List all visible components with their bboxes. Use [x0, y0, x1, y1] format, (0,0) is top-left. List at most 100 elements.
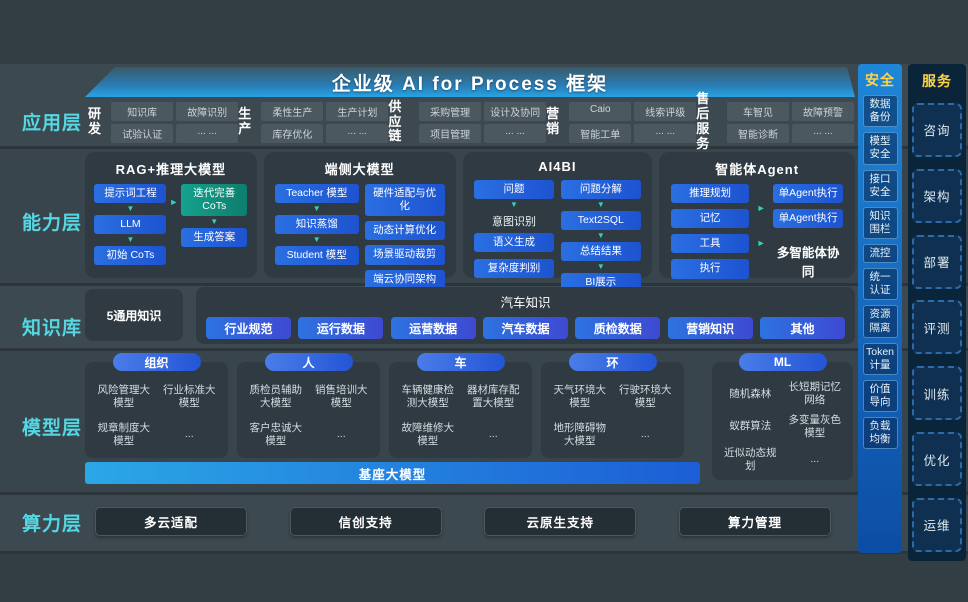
flow-node: 场景驱动裁剪	[364, 245, 445, 265]
app-chip: 故障识别	[176, 101, 239, 121]
app-chip: 项目管理	[419, 123, 482, 143]
box-title: RAG+推理大模型	[115, 162, 227, 177]
divider	[0, 551, 968, 554]
app-chip: 设计及协同	[484, 101, 547, 121]
app-chip: 采购管理	[419, 101, 482, 121]
model-group-organization: 组织 风险管理大模型 行业标准大模型 规章制度大模型 ...	[85, 353, 228, 458]
services-column: 服务 咨询 架构 部署 评测 训练 优化 运维	[908, 64, 966, 561]
flow-node: 意图识别	[491, 216, 536, 229]
flow-node: Teacher 模型	[274, 184, 359, 204]
box-title: 端侧大模型	[324, 162, 395, 177]
app-chip: 库存优化	[261, 123, 324, 143]
model-item: ...	[336, 428, 346, 441]
flow-node: LLM	[94, 215, 167, 235]
knowledge-domain-title: 汽车知识	[500, 296, 551, 310]
box-title: AI4BI	[538, 159, 577, 174]
model-group-environment: 环 天气环境大模型 行驶环境大模型 地形障碍物大模型 ...	[541, 353, 684, 458]
security-item: 价值导向	[862, 379, 898, 413]
model-item: ...	[640, 428, 650, 441]
app-chip: 柔性生产	[261, 101, 324, 121]
arrow-down-icon: ▼	[210, 217, 219, 227]
model-item: 多变量灰色模型	[788, 413, 842, 439]
flow-node: 知识蒸馏	[274, 215, 359, 235]
service-item: 咨询	[912, 102, 962, 157]
app-chip: 试验认证	[111, 123, 174, 143]
banner: 企业级 AI for Process 框架	[85, 67, 855, 97]
capability-box-rag: RAG+推理大模型 提示词工程 ▼ LLM ▼ 初始 CoTs ► 迭代完善Co…	[85, 152, 257, 278]
model-item: 客户忠诚大模型	[249, 421, 303, 447]
model-layer: 组织 风险管理大模型 行业标准大模型 规章制度大模型 ... 人 质检员辅助大模…	[85, 353, 685, 458]
app-group-label: 研发	[88, 106, 102, 136]
app-group-label: 售后服务	[696, 91, 710, 151]
flow-node: 工具	[671, 234, 750, 254]
security-column: 安全 数据备份 模型安全 接口安全 知识围栏 流控 统一认证 资源隔离 Toke…	[858, 64, 902, 553]
model-item: 销售培训大模型	[315, 383, 368, 409]
flow-node: 单Agent执行	[773, 184, 844, 204]
arrow-right-icon: ►	[756, 238, 766, 248]
service-item: 部署	[912, 234, 962, 289]
app-chip-grid: Caio 线索评级 智能工单 ... ...	[569, 101, 697, 143]
knowledge-chip: 行业规范	[206, 317, 291, 339]
security-item: 统一认证	[862, 268, 898, 301]
arrow-down-icon: ▼	[596, 200, 605, 210]
arrow-down-icon: ▼	[596, 262, 605, 272]
compute-item: 云原生支持	[484, 507, 637, 536]
application-layer: 研发 知识库 故障识别 试验认证 ... ... 生产 柔性生产 生产计划 库存…	[88, 91, 854, 151]
app-group-supply-chain: 供应链 采购管理 设计及协同 项目管理 ... ...	[388, 98, 547, 145]
knowledge-chip: 其他	[759, 317, 845, 339]
model-item: 车辆健康检测大模型	[401, 383, 455, 409]
flow-node: 端云协同架构	[364, 269, 445, 289]
app-chip: ... ...	[176, 123, 239, 143]
divider	[0, 146, 968, 149]
knowledge-domain-box: 汽车知识 行业规范 运行数据 运营数据 汽车数据 质检数据 营销知识 其他	[196, 287, 855, 344]
layer-label-model: 模型层	[22, 418, 83, 439]
app-chip: ... ...	[792, 123, 854, 143]
band-top	[0, 0, 968, 64]
model-group-pill: ML	[738, 353, 827, 371]
app-group-marketing: 营销 Caio 线索评级 智能工单 ... ...	[546, 101, 697, 143]
base-model-bar: 基座大模型	[85, 462, 700, 484]
knowledge-chip: 质检数据	[575, 317, 661, 339]
app-chip: ... ...	[484, 123, 547, 143]
security-item: 数据备份	[862, 95, 898, 128]
flow-node: 初始 CoTs	[94, 246, 167, 266]
security-item: 负载均衡	[862, 417, 898, 450]
arrow-down-icon: ▼	[312, 204, 321, 214]
arrow-right-icon: ►	[756, 203, 766, 213]
model-item: 天气环境大模型	[553, 383, 607, 409]
app-chip-grid: 车智见 故障预警 智能诊断 ... ...	[727, 101, 854, 143]
capability-box-ai4bi: AI4BI 问题 ▼ 意图识别 语义生成 复杂度判别 问题分解 ▼ Text2S…	[462, 152, 653, 293]
app-chip: Caio	[569, 101, 632, 121]
app-group-rnd: 研发 知识库 故障识别 试验认证 ... ...	[88, 101, 239, 143]
flow-node: 推理规划	[671, 184, 750, 204]
app-chip-grid: 知识库 故障识别 试验认证 ... ...	[111, 101, 239, 143]
arrow-down-icon: ▼	[126, 235, 135, 245]
app-chip: 知识库	[111, 101, 174, 121]
app-group-label: 供应链	[388, 98, 402, 144]
knowledge-chip: 运行数据	[298, 317, 384, 339]
compute-item: 算力管理	[678, 507, 831, 536]
model-item: 质检员辅助大模型	[249, 383, 303, 409]
capability-box-agent: 智能体Agent 推理规划 记忆 工具 执行 ► ► 单Agent执行 单Age…	[659, 152, 855, 279]
band-bottom	[0, 551, 968, 602]
arrow-down-icon: ▼	[509, 200, 518, 210]
layer-label-capability: 能力层	[22, 213, 83, 234]
box-title: 智能体Agent	[715, 162, 800, 177]
model-item: ...	[184, 428, 194, 441]
app-chip: 线索评级	[634, 101, 697, 121]
model-group-ml: ML 随机森林 长短期记忆网络 蚁群算法 多变量灰色模型 近似动态规划 ...	[712, 353, 853, 480]
arrow-down-icon: ▼	[126, 204, 135, 214]
model-item: 地形障碍物大模型	[553, 421, 607, 447]
model-item: 随机森林	[729, 387, 772, 400]
model-item: 蚁群算法	[729, 420, 772, 433]
app-chip: 智能诊断	[727, 123, 789, 143]
services-header: 服务	[922, 73, 952, 89]
model-item: 行驶环境大模型	[619, 383, 672, 409]
app-chip: 生产计划	[326, 101, 389, 121]
security-item: 接口安全	[862, 169, 898, 202]
flow-node: 单Agent执行	[773, 209, 844, 229]
model-item: 规章制度大模型	[97, 421, 151, 447]
flow-node: 复杂度判别	[473, 259, 554, 279]
model-item: 故障维修大模型	[401, 421, 455, 447]
flow-node: 动态计算优化	[364, 221, 445, 241]
